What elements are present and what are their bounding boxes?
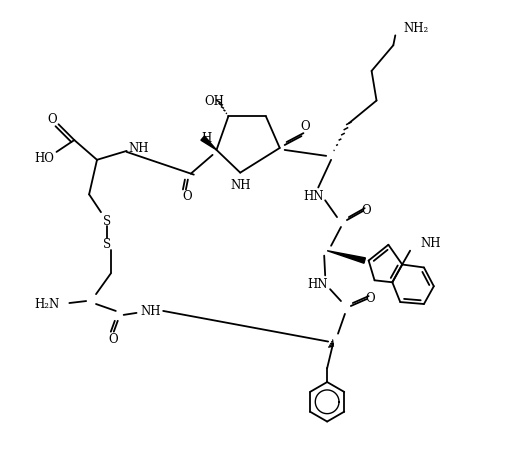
Text: O: O bbox=[48, 113, 57, 125]
Text: NH₂: NH₂ bbox=[403, 22, 429, 35]
Text: NH: NH bbox=[230, 179, 250, 192]
Text: H: H bbox=[202, 131, 212, 144]
Text: NH: NH bbox=[420, 237, 440, 250]
Text: S: S bbox=[103, 238, 111, 251]
Text: O: O bbox=[362, 203, 372, 216]
Text: O: O bbox=[108, 332, 118, 345]
Text: O: O bbox=[300, 120, 310, 133]
Text: S: S bbox=[103, 214, 111, 227]
Text: O: O bbox=[182, 189, 192, 202]
Text: H₂N: H₂N bbox=[34, 297, 59, 310]
Text: OH: OH bbox=[205, 95, 224, 108]
Text: HO: HO bbox=[35, 152, 55, 165]
Text: NH: NH bbox=[128, 142, 149, 155]
Text: O: O bbox=[366, 291, 375, 304]
Text: HN: HN bbox=[307, 277, 327, 290]
Polygon shape bbox=[327, 251, 366, 264]
Text: HN: HN bbox=[303, 189, 324, 202]
Text: NH: NH bbox=[140, 305, 161, 318]
Polygon shape bbox=[201, 137, 217, 151]
